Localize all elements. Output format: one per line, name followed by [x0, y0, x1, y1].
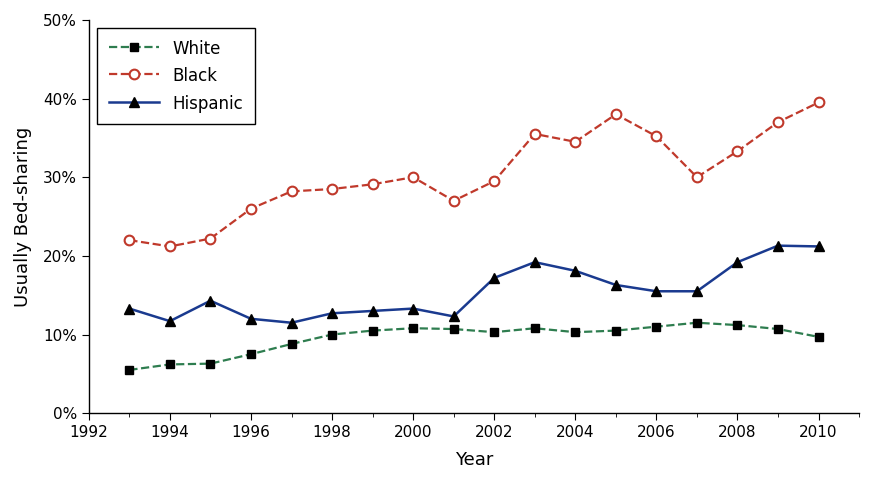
Hispanic	[691, 288, 702, 294]
Hispanic	[814, 243, 824, 249]
Hispanic	[245, 316, 256, 322]
Hispanic	[205, 298, 216, 304]
Black	[814, 99, 824, 105]
Hispanic	[732, 259, 743, 265]
Hispanic	[530, 259, 540, 265]
Black	[530, 131, 540, 137]
White	[327, 332, 337, 338]
Black	[124, 237, 134, 243]
White	[691, 320, 702, 326]
Hispanic	[570, 268, 581, 274]
Black	[610, 112, 621, 117]
White	[610, 327, 621, 333]
Black	[691, 174, 702, 180]
White	[732, 322, 743, 328]
White	[408, 326, 418, 331]
Hispanic	[610, 282, 621, 288]
White	[530, 326, 540, 331]
Hispanic	[489, 275, 499, 281]
White	[368, 327, 378, 333]
Black	[489, 178, 499, 184]
Black	[570, 139, 581, 145]
White	[165, 362, 175, 368]
White	[286, 341, 297, 347]
White	[570, 329, 581, 335]
Hispanic	[368, 308, 378, 314]
White	[205, 361, 216, 367]
White	[651, 324, 662, 329]
Hispanic	[449, 313, 459, 319]
Black	[327, 186, 337, 192]
X-axis label: Year: Year	[455, 451, 493, 469]
White	[449, 326, 459, 332]
White	[489, 329, 499, 335]
Black	[368, 182, 378, 187]
Legend: White, Black, Hispanic: White, Black, Hispanic	[97, 28, 255, 125]
Line: Black: Black	[125, 98, 823, 251]
Hispanic	[286, 320, 297, 326]
Black	[773, 119, 783, 125]
Line: Hispanic: Hispanic	[125, 241, 823, 327]
White	[773, 326, 783, 332]
Black	[408, 174, 418, 180]
Black	[245, 206, 256, 212]
Line: White: White	[125, 319, 822, 374]
Hispanic	[773, 243, 783, 249]
Black	[651, 133, 662, 139]
Black	[205, 236, 216, 242]
Black	[286, 188, 297, 194]
Black	[732, 148, 743, 154]
Black	[165, 243, 175, 249]
Hispanic	[124, 306, 134, 312]
Hispanic	[408, 306, 418, 312]
White	[245, 351, 256, 357]
Hispanic	[165, 318, 175, 324]
Black	[449, 198, 459, 204]
Y-axis label: Usually Bed-sharing: Usually Bed-sharing	[14, 127, 32, 307]
Hispanic	[651, 288, 662, 294]
Hispanic	[327, 311, 337, 316]
White	[124, 367, 134, 373]
White	[814, 334, 824, 340]
